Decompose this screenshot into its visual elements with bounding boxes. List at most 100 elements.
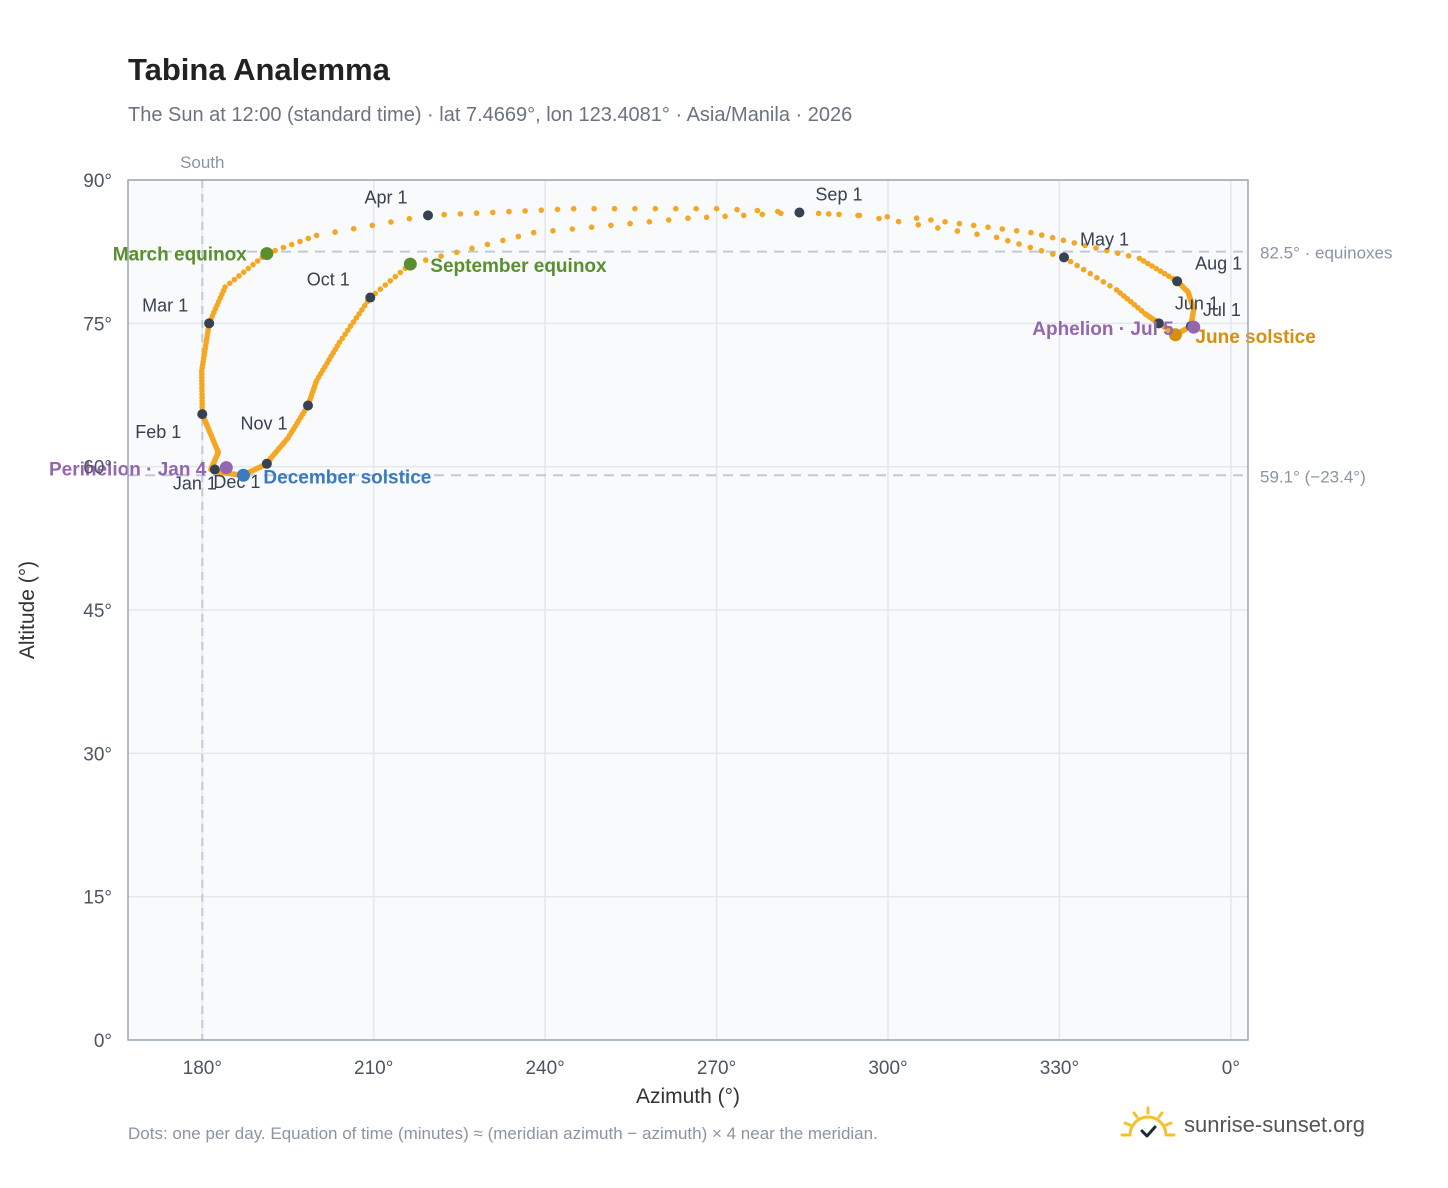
day-dot: [1038, 232, 1045, 238]
day-dot: [272, 247, 278, 254]
day-dot: [1050, 251, 1056, 257]
day-dot: [387, 278, 394, 284]
day-dot: [895, 218, 902, 225]
day-dot: [876, 215, 882, 222]
day-dot: [222, 284, 228, 290]
event-marker[interactable]: [260, 247, 274, 261]
day-dot: [1153, 265, 1159, 272]
event-label: December solstice: [263, 467, 431, 488]
day-dot: [693, 205, 699, 212]
day-dot: [1087, 270, 1094, 277]
day-dot: [778, 210, 784, 217]
day-dot: [1114, 250, 1121, 256]
day-dot: [569, 226, 576, 232]
day-dot: [611, 205, 618, 212]
brand[interactable]: sunrise-sunset.org: [1120, 1100, 1365, 1150]
day-dot: [913, 215, 920, 221]
event-marker[interactable]: [219, 461, 233, 475]
month-marker[interactable]: [794, 207, 805, 218]
reference-line-label: 82.5° · equinoxes: [1260, 244, 1393, 263]
day-dot: [570, 205, 577, 212]
event-marker[interactable]: [1168, 328, 1182, 342]
month-marker[interactable]: [303, 400, 313, 411]
day-dot: [484, 241, 491, 248]
day-dot: [1049, 234, 1056, 241]
month-marker[interactable]: [423, 210, 433, 221]
day-dot: [1149, 263, 1155, 269]
event-label: September equinox: [430, 256, 607, 277]
month-label: May 1: [1080, 229, 1129, 249]
day-dot: [1016, 241, 1022, 247]
day-dot: [884, 214, 891, 220]
day-dot: [974, 231, 980, 237]
x-tick-label: 0°: [1222, 1058, 1240, 1079]
day-dot: [1125, 253, 1132, 259]
brand-name[interactable]: sunrise-sunset.org: [1184, 1112, 1365, 1137]
month-marker[interactable]: [209, 464, 220, 475]
day-dot: [1028, 229, 1034, 236]
event-markers: March equinox September equinox June solst…: [49, 245, 1316, 489]
month-marker[interactable]: [1153, 318, 1164, 329]
day-dot: [240, 269, 247, 276]
x-tick-label: 300°: [868, 1058, 907, 1079]
event-marker[interactable]: [403, 257, 417, 271]
day-dot: [608, 222, 614, 229]
day-dot: [665, 217, 672, 223]
month-marker[interactable]: [365, 292, 376, 303]
event-marker[interactable]: [236, 468, 250, 482]
x-axis-label: Azimuth (°): [636, 1085, 740, 1108]
month-marker[interactable]: [1172, 276, 1183, 287]
month-label: Oct 1: [307, 270, 350, 290]
day-dot: [350, 225, 357, 232]
x-tick-label: 330°: [1040, 1058, 1079, 1079]
day-dot: [473, 210, 480, 216]
day-dot: [550, 228, 556, 234]
sun-logo-icon: [1120, 1106, 1176, 1138]
month-label: Aug 1: [1195, 253, 1242, 273]
x-tick-label: 240°: [525, 1058, 564, 1079]
day-dot: [1166, 273, 1172, 280]
month-marker[interactable]: [197, 409, 208, 420]
day-dot: [441, 211, 448, 218]
day-dot: [713, 205, 720, 212]
month-marker[interactable]: [204, 318, 215, 329]
event-label: Aphelion · Jul 5: [1032, 319, 1174, 340]
day-dot: [673, 205, 679, 212]
grid-lines: [128, 179, 1248, 1041]
month-label: Feb 1: [135, 422, 181, 442]
day-dot: [591, 205, 597, 212]
day-dot: [942, 219, 948, 225]
event-marker[interactable]: [1187, 320, 1201, 334]
day-dot: [1161, 270, 1168, 277]
month-label: Jun 1: [1175, 293, 1219, 313]
day-dot: [1038, 247, 1045, 254]
day-dot: [935, 225, 941, 231]
day-dot: [280, 244, 287, 251]
day-dot: [347, 323, 354, 329]
day-dot: [1080, 266, 1087, 273]
day-dot: [332, 229, 338, 235]
month-marker[interactable]: [1059, 252, 1069, 263]
day-dot: [1104, 247, 1110, 254]
day-dot: [954, 228, 961, 234]
day-dot: [245, 265, 252, 272]
y-tick-label: 60°: [83, 458, 112, 479]
day-dot: [1027, 244, 1034, 251]
month-label: Mar 1: [142, 295, 188, 315]
day-dot: [506, 208, 512, 215]
day-dot: [970, 222, 977, 229]
day-dot: [522, 208, 528, 214]
day-dot: [1074, 262, 1080, 269]
day-dot: [288, 241, 295, 248]
y-tick-label: 0°: [94, 1031, 112, 1052]
day-dot: [1094, 274, 1100, 281]
day-dot: [1071, 240, 1078, 246]
day-dot: [490, 209, 496, 216]
day-dot: [422, 257, 429, 263]
day-dot: [313, 232, 320, 239]
day-dot: [369, 222, 376, 229]
month-marker[interactable]: [261, 458, 272, 469]
day-dot: [457, 211, 464, 217]
month-label: Nov 1: [240, 414, 287, 434]
